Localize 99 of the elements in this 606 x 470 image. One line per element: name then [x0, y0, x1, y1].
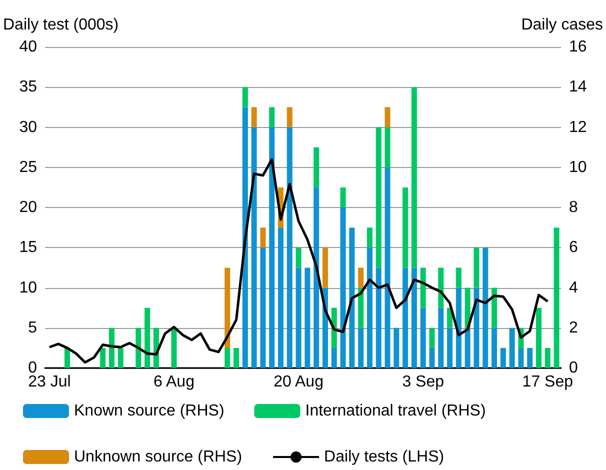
bar — [234, 348, 240, 368]
bar — [171, 328, 177, 368]
bar — [242, 87, 248, 108]
x-tick-label: 23 Jul — [28, 374, 71, 390]
bar — [376, 268, 382, 368]
bar — [518, 348, 524, 368]
y2-tick-label: 8 — [569, 199, 578, 216]
bar — [384, 127, 390, 168]
bar — [376, 127, 382, 268]
y2-axis-title: Daily cases — [521, 16, 603, 34]
bar — [474, 288, 480, 368]
bar — [394, 328, 400, 368]
bar — [456, 268, 462, 288]
bar — [492, 328, 498, 368]
bar — [314, 147, 320, 188]
bar — [358, 288, 364, 328]
bar — [411, 87, 417, 268]
bar — [251, 127, 257, 368]
bar — [366, 228, 372, 248]
y2-tick-label: 12 — [569, 118, 587, 136]
legend-label: Unknown source (RHS) — [74, 448, 242, 466]
bar — [509, 328, 515, 368]
bar — [429, 348, 435, 368]
bar — [224, 268, 230, 348]
bar — [322, 248, 328, 288]
y2-tick-label: 4 — [569, 279, 578, 296]
bar — [358, 268, 364, 288]
bar — [251, 107, 257, 128]
y-tick-label: 0 — [28, 360, 38, 376]
bar — [331, 348, 337, 368]
bar — [260, 228, 266, 248]
y2-tick-label: 10 — [569, 158, 587, 176]
y-tick-label: 25 — [19, 158, 38, 176]
bar — [136, 328, 142, 368]
y-tick-label: 40 — [19, 38, 38, 56]
y2-tick-label: 16 — [569, 38, 587, 56]
bar — [100, 348, 106, 368]
bar — [269, 107, 275, 128]
bar — [296, 268, 302, 368]
bar — [269, 127, 275, 368]
bar — [447, 328, 453, 368]
bar — [144, 308, 150, 368]
bar — [402, 187, 408, 268]
bar — [118, 348, 124, 368]
legend-label: Daily tests (LHS) — [324, 448, 444, 466]
x-tick-label: 3 Sep — [402, 374, 444, 390]
bar — [366, 248, 372, 368]
bar — [340, 187, 346, 208]
bar — [527, 348, 533, 368]
bar — [224, 348, 230, 368]
bar — [349, 228, 355, 368]
y2-tick-label: 14 — [569, 78, 587, 96]
y-tick-label: 10 — [19, 279, 38, 296]
bar — [304, 268, 310, 368]
y2-tick-label: 6 — [569, 239, 578, 256]
bar — [554, 228, 560, 368]
bar — [296, 248, 302, 268]
bar — [464, 288, 470, 328]
bar — [429, 328, 435, 348]
bar — [492, 288, 498, 328]
bar — [242, 107, 248, 368]
bar — [286, 127, 292, 368]
x-tick-label: 6 Aug — [154, 374, 194, 390]
bar — [474, 248, 480, 288]
x-tick-label: 20 Aug — [274, 374, 324, 390]
bar — [456, 288, 462, 368]
bar — [536, 308, 542, 368]
bar — [402, 268, 408, 368]
bar — [260, 248, 266, 368]
bar — [544, 348, 550, 368]
line-series — [48, 158, 549, 364]
bar — [438, 308, 444, 368]
bar — [420, 268, 426, 308]
bar — [384, 107, 390, 128]
bar — [108, 328, 114, 368]
bar — [500, 348, 506, 368]
y-tick-label: 35 — [19, 78, 38, 96]
bar — [278, 228, 284, 368]
legend-label: Known source (RHS) — [74, 402, 224, 420]
bar — [64, 348, 70, 368]
bar — [340, 208, 346, 368]
legend-label: International travel (RHS) — [305, 402, 486, 420]
y2-tick-label: 2 — [569, 319, 578, 336]
y-tick-label: 20 — [19, 199, 38, 216]
bar — [384, 167, 390, 368]
y-tick-label: 15 — [19, 239, 38, 256]
y-tick-label: 5 — [28, 319, 38, 336]
bar — [411, 268, 417, 368]
bar — [286, 107, 292, 128]
y-tick-label: 30 — [19, 118, 38, 136]
bar — [420, 308, 426, 368]
bar — [438, 268, 444, 308]
bar — [482, 248, 488, 368]
bar — [464, 328, 470, 368]
y2-tick-label: 0 — [569, 360, 578, 376]
bar — [314, 187, 320, 368]
x-tick-label: 17 Sep — [522, 374, 574, 390]
y-axis-title: Daily test (000s) — [3, 16, 119, 34]
bar — [358, 328, 364, 368]
